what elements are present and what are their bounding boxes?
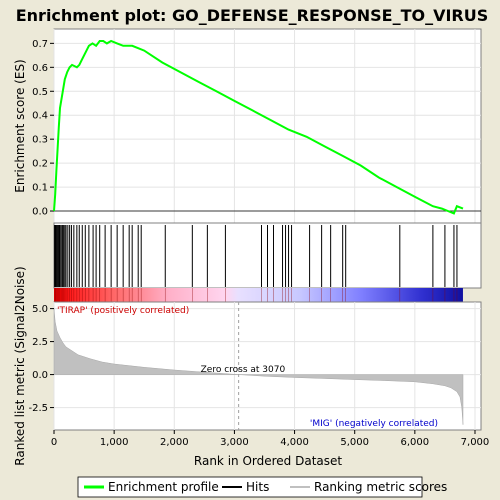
- x-tick-label: 1,000: [100, 437, 129, 448]
- legend-box: [77, 476, 423, 498]
- es-tick-label: 0.6: [32, 63, 48, 74]
- metric-y-axis-label: Ranked list metric (Signal2Noise): [13, 266, 27, 465]
- es-tick-label: 0.1: [32, 183, 48, 194]
- es-grid: [53, 29, 481, 223]
- x-axis-label: Rank in Ordered Dataset: [194, 454, 342, 468]
- zero-cross-label: Zero cross at 3070: [201, 365, 286, 375]
- hits-marks: [54, 225, 458, 287]
- metric-panel: 5.0 2.5 0.0 -2.5 'TIRAP' (positively correl…: [28, 301, 482, 431]
- metric-tick-label: 2.5: [32, 337, 48, 348]
- negative-correlation-label: 'MIG' (negatively correlated): [310, 419, 438, 429]
- legend: Enrichment profile Hits Ranking metric s…: [77, 476, 447, 498]
- es-tick-label: 0.7: [32, 39, 48, 50]
- rank-color-bar: [54, 288, 463, 302]
- es-tick-label: 0.4: [32, 111, 48, 122]
- es-tick-label: 0.2: [32, 159, 48, 170]
- hits-panel: [53, 222, 482, 289]
- metric-tick-label: -2.5: [28, 403, 48, 414]
- x-tick-label: 5,000: [340, 437, 369, 448]
- metric-y-ticks: 5.0 2.5 0.0 -2.5: [28, 304, 54, 414]
- rank-bar-hit-marks: [54, 288, 458, 302]
- x-tick-label: 3,000: [220, 437, 249, 448]
- es-plot-area: [53, 28, 482, 224]
- legend-hits-label: Hits: [246, 480, 269, 494]
- metric-plot-area: [53, 301, 482, 431]
- legend-enrichment-label: Enrichment profile: [108, 480, 219, 494]
- x-tick-label: 7,000: [461, 437, 490, 448]
- legend-metric-label: Ranking metric scores: [314, 480, 447, 494]
- chart-title: Enrichment plot: GO_DEFENSE_RESPONSE_TO_…: [16, 6, 489, 25]
- positive-correlation-label: 'TIRAP' (positively correlated): [57, 306, 189, 316]
- es-y-ticks: 0.0 0.1 0.2 0.3 0.4 0.5 0.6 0.7: [32, 39, 54, 218]
- x-tick-label: 4,000: [280, 437, 309, 448]
- x-tick-label: 0: [51, 437, 57, 448]
- es-tick-label: 0.5: [32, 87, 48, 98]
- x-tick-label: 6,000: [401, 437, 430, 448]
- es-tick-label: 0.3: [32, 135, 48, 146]
- es-y-axis-label: Enrichment score (ES): [13, 59, 27, 192]
- x-tick-label: 2,000: [160, 437, 189, 448]
- x-axis-ticks: 0 1,000 2,000 3,000 4,000 5,000 6,000 7,000: [51, 430, 489, 448]
- metric-tick-label: 5.0: [32, 304, 48, 315]
- metric-tick-label: 0.0: [32, 370, 48, 381]
- rank-gradient: [54, 288, 463, 302]
- es-tick-label: 0.0: [32, 207, 48, 218]
- enrichment-profile-line: [53, 39, 464, 215]
- es-panel: 0.0 0.1 0.2 0.3 0.4 0.5 0.6 0.7: [32, 28, 482, 224]
